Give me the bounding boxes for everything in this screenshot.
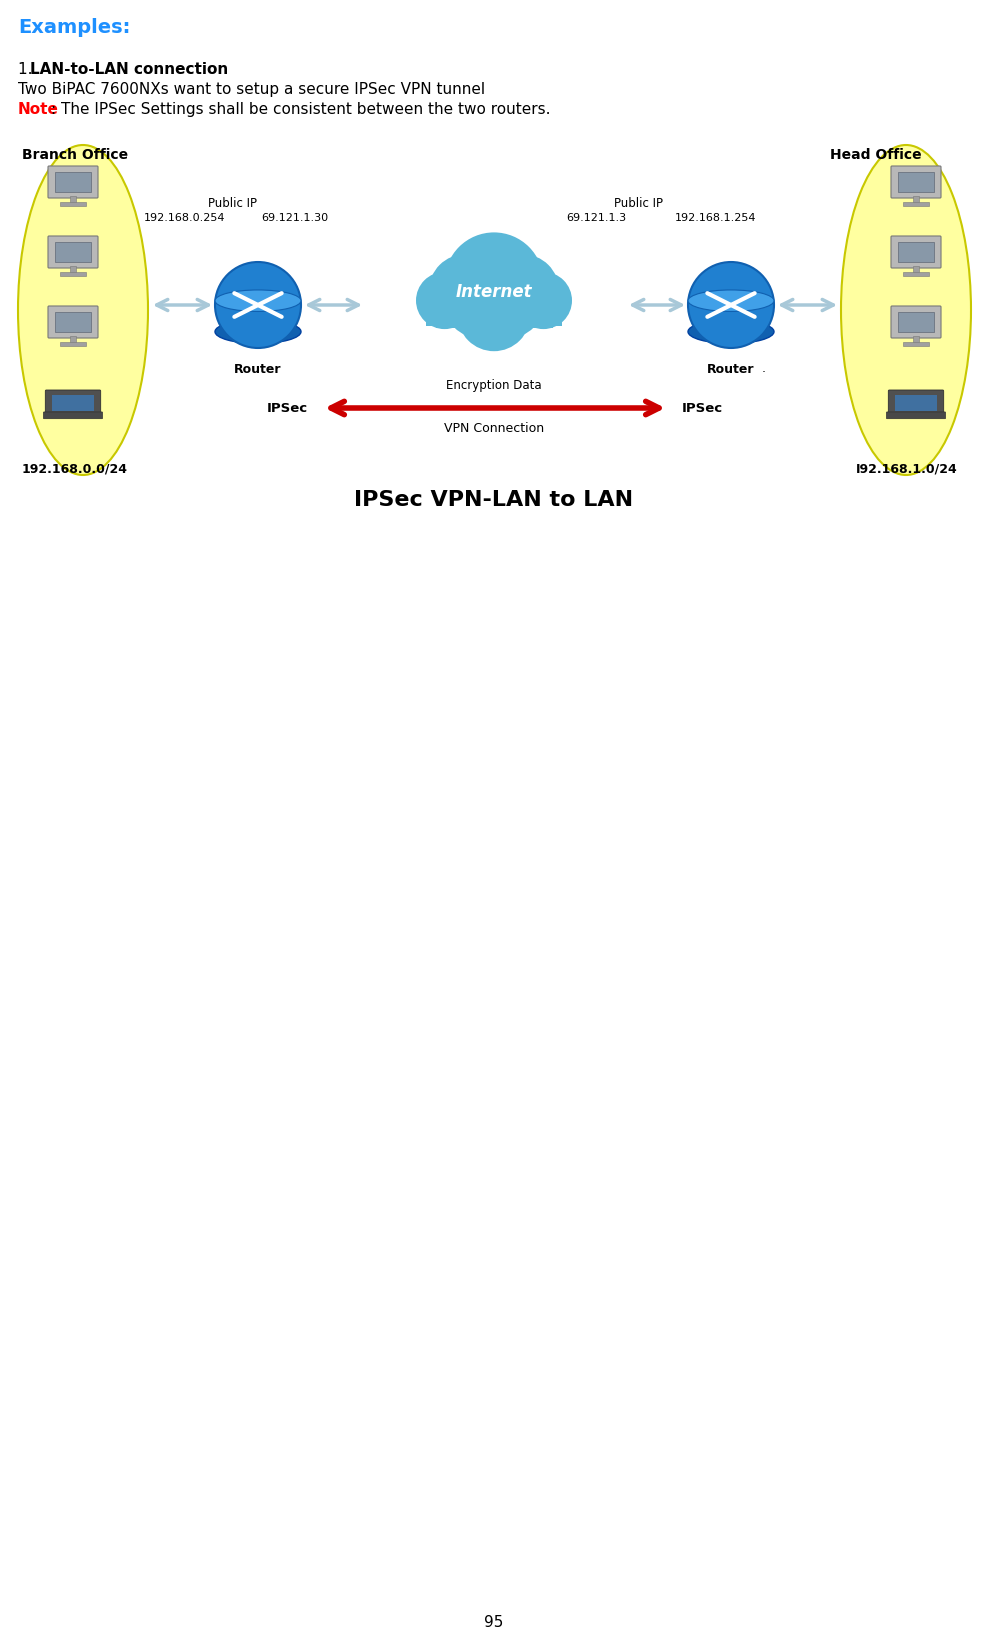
Text: 1.: 1.	[18, 63, 38, 77]
Bar	[898, 171, 935, 193]
Bar	[51, 394, 95, 410]
Bar	[898, 311, 935, 333]
Bar	[903, 203, 930, 206]
Ellipse shape	[215, 320, 301, 343]
FancyBboxPatch shape	[44, 412, 103, 419]
Text: Head Office: Head Office	[830, 148, 922, 162]
Circle shape	[416, 272, 473, 330]
FancyBboxPatch shape	[891, 307, 941, 338]
Circle shape	[445, 270, 512, 338]
Bar	[69, 196, 76, 204]
Bar	[435, 311, 553, 328]
Bar	[913, 336, 920, 344]
Text: 95: 95	[485, 1615, 503, 1630]
Circle shape	[487, 254, 559, 326]
FancyBboxPatch shape	[45, 391, 101, 414]
FancyBboxPatch shape	[48, 166, 98, 198]
Text: I92.168.1.0/24: I92.168.1.0/24	[856, 461, 957, 475]
Text: 192.168.0.0/24: 192.168.0.0/24	[22, 461, 128, 475]
Text: 192.168.1.254: 192.168.1.254	[675, 213, 757, 222]
Text: Internet: Internet	[456, 283, 532, 302]
Text: Branch Office: Branch Office	[22, 148, 129, 162]
Bar	[54, 171, 91, 193]
Ellipse shape	[688, 320, 774, 343]
Circle shape	[515, 272, 572, 330]
Text: Note: Note	[18, 102, 59, 117]
Text: : The IPSec Settings shall be consistent between the two routers.: : The IPSec Settings shall be consistent…	[51, 102, 551, 117]
Circle shape	[458, 279, 530, 351]
Text: VPN Connection: VPN Connection	[444, 422, 544, 435]
FancyBboxPatch shape	[48, 307, 98, 338]
FancyBboxPatch shape	[48, 236, 98, 269]
Bar	[59, 343, 86, 346]
Bar	[913, 196, 920, 204]
Text: Encryption Data: Encryption Data	[446, 379, 542, 392]
Text: 192.168.0.254: 192.168.0.254	[144, 213, 225, 222]
Text: .: .	[762, 363, 766, 376]
Text: LAN-to-LAN connection: LAN-to-LAN connection	[30, 63, 228, 77]
FancyBboxPatch shape	[888, 391, 944, 414]
Text: Router: Router	[707, 363, 755, 376]
Text: 69.121.1.3: 69.121.1.3	[566, 213, 626, 222]
Text: Examples:: Examples:	[18, 18, 131, 36]
Circle shape	[476, 270, 543, 338]
Bar	[69, 336, 76, 344]
Ellipse shape	[688, 290, 774, 311]
Bar	[54, 242, 91, 262]
Text: Two BiPAC 7600NXs want to setup a secure IPSec VPN tunnel: Two BiPAC 7600NXs want to setup a secure…	[18, 82, 486, 97]
Bar	[903, 343, 930, 346]
Bar	[59, 203, 86, 206]
Text: Public IP: Public IP	[208, 198, 256, 209]
Text: Router: Router	[234, 363, 282, 376]
Ellipse shape	[841, 145, 971, 475]
Text: 69.121.1.30: 69.121.1.30	[261, 213, 328, 222]
Bar	[913, 267, 920, 274]
FancyBboxPatch shape	[891, 236, 941, 269]
Text: IPSec VPN-LAN to LAN: IPSec VPN-LAN to LAN	[354, 489, 634, 509]
Text: Public IP: Public IP	[613, 198, 663, 209]
FancyBboxPatch shape	[891, 166, 941, 198]
Circle shape	[688, 262, 774, 348]
Bar	[59, 272, 86, 275]
Circle shape	[215, 262, 301, 348]
Bar	[903, 272, 930, 275]
Bar	[898, 242, 935, 262]
Bar	[54, 311, 91, 333]
Circle shape	[445, 232, 543, 331]
Text: IPSec: IPSec	[682, 402, 723, 415]
Text: IPSec: IPSec	[267, 402, 308, 415]
Bar	[894, 394, 938, 410]
Circle shape	[429, 254, 501, 326]
FancyBboxPatch shape	[886, 412, 945, 419]
Bar	[69, 267, 76, 274]
Ellipse shape	[18, 145, 148, 475]
Ellipse shape	[215, 290, 301, 311]
Bar	[426, 287, 562, 326]
